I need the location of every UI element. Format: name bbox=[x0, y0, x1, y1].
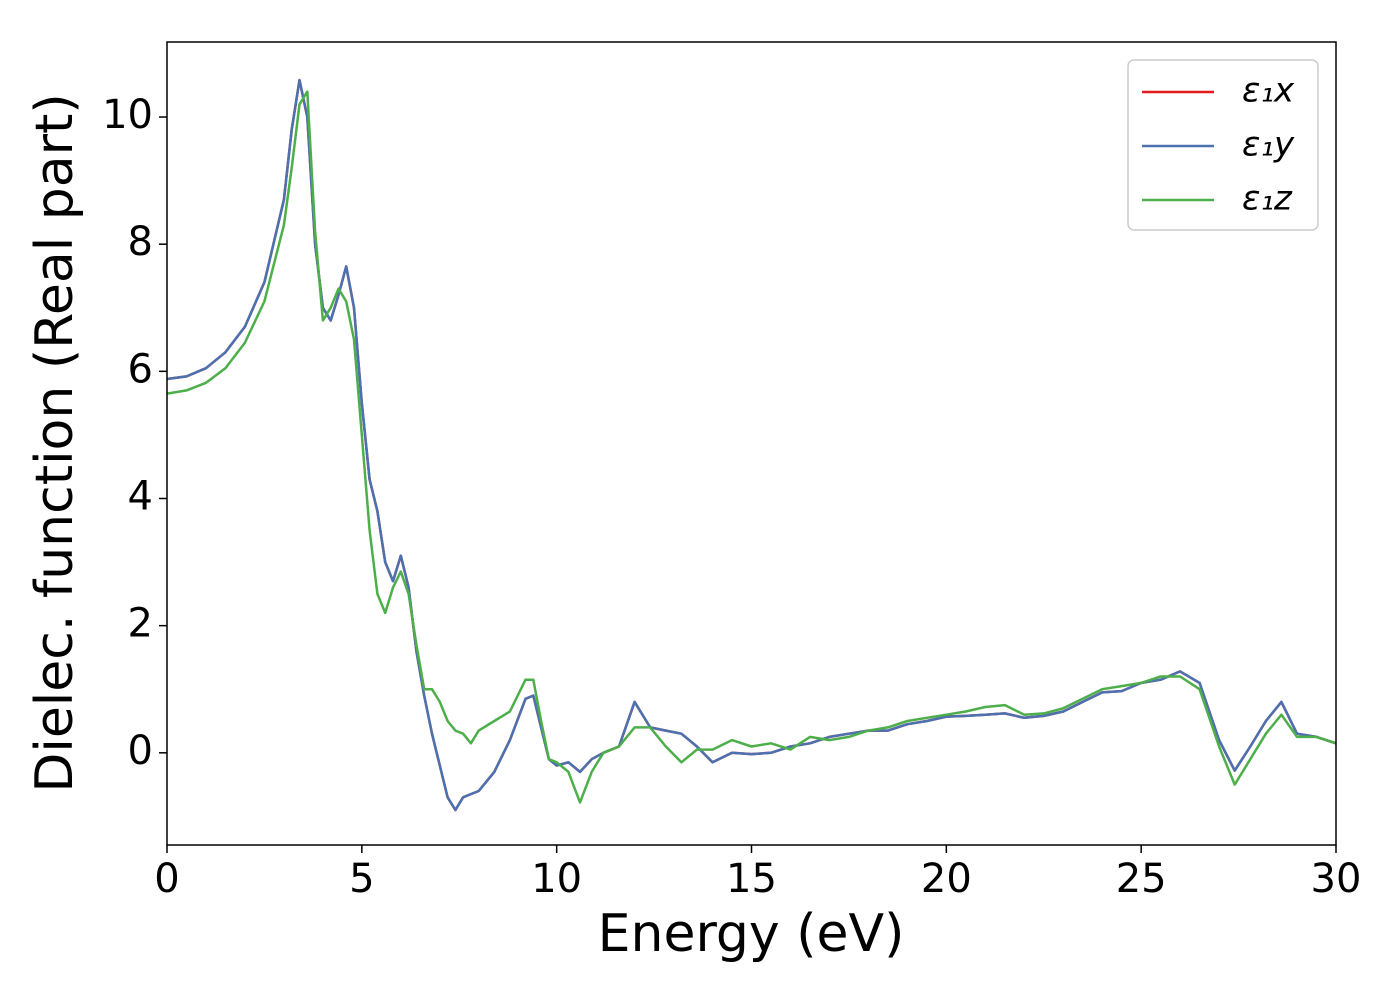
x-tick-label: 30 bbox=[1311, 856, 1362, 902]
legend-label: ε₁x bbox=[1242, 71, 1295, 111]
y-tick-label: 0 bbox=[128, 728, 153, 774]
y-tick-label: 8 bbox=[128, 219, 153, 265]
y-tick-label: 4 bbox=[128, 473, 153, 519]
x-tick-label: 5 bbox=[349, 856, 374, 902]
legend-label: ε₁y bbox=[1242, 125, 1295, 165]
y-axis-label: Dielec. function (Real part) bbox=[25, 93, 85, 792]
y-tick-label: 2 bbox=[128, 601, 153, 647]
x-tick-label: 20 bbox=[921, 856, 972, 902]
legend-box bbox=[1127, 59, 1319, 231]
series-line bbox=[166, 78, 1337, 812]
series-line bbox=[166, 90, 1337, 804]
y-tick-label: 10 bbox=[102, 92, 153, 138]
x-tick-label: 15 bbox=[726, 856, 777, 902]
plot-frame bbox=[166, 41, 1337, 846]
x-tick-label: 10 bbox=[531, 856, 582, 902]
x-tick-label: 0 bbox=[154, 856, 179, 902]
x-axis-label: Energy (eV) bbox=[598, 904, 905, 964]
legend-label: ε₁z bbox=[1242, 179, 1293, 219]
x-tick-label: 25 bbox=[1116, 856, 1167, 902]
y-tick-label: 6 bbox=[128, 346, 153, 392]
